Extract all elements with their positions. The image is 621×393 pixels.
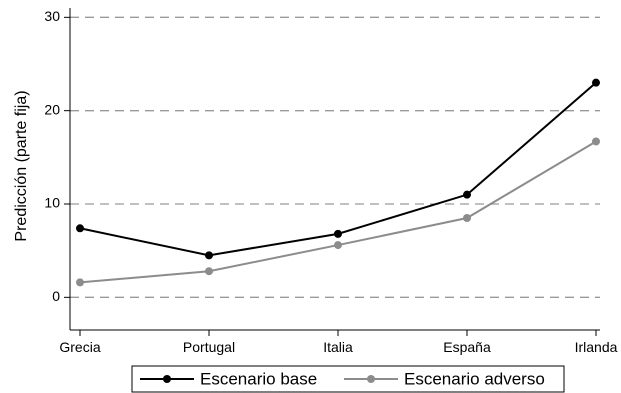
series-0 [76, 78, 600, 260]
x-tick-label: España [443, 339, 491, 355]
series-1 [76, 137, 600, 287]
data-point [334, 241, 342, 250]
legend-label: Escenario adverso [404, 369, 545, 388]
data-point [76, 278, 84, 287]
axes [69, 8, 600, 331]
legend-label: Escenario base [200, 369, 317, 388]
y-tick-label: 10 [44, 195, 60, 211]
data-point [592, 137, 600, 146]
legend: Escenario base Escenario adverso [131, 365, 565, 393]
legend-marker [367, 375, 375, 383]
data-point [463, 190, 471, 199]
data-point [334, 229, 342, 238]
x-tick-label: Grecia [59, 339, 100, 355]
y-axis-ticks: 0 10 20 30 [44, 8, 70, 304]
x-tick-label: Italia [323, 339, 353, 355]
data-point [463, 214, 471, 222]
x-tick-label: Irlanda [575, 339, 618, 355]
y-axis-label: Predicción (parte fija) [13, 90, 30, 241]
y-tick-label: 30 [44, 8, 60, 24]
series-line [79, 81, 597, 257]
x-tick-label: Portugal [183, 339, 235, 355]
data-point [76, 224, 84, 233]
series-layer [76, 78, 600, 287]
series-line [79, 140, 597, 284]
grid-lines [70, 16, 600, 298]
x-axis-ticks: Grecia Portugal Italia España Irlanda [59, 330, 618, 355]
y-tick-label: 20 [44, 101, 60, 117]
data-point [592, 78, 600, 87]
data-point [205, 251, 213, 260]
legend-marker [163, 375, 171, 383]
y-tick-label: 0 [52, 288, 60, 304]
data-point [205, 267, 213, 276]
